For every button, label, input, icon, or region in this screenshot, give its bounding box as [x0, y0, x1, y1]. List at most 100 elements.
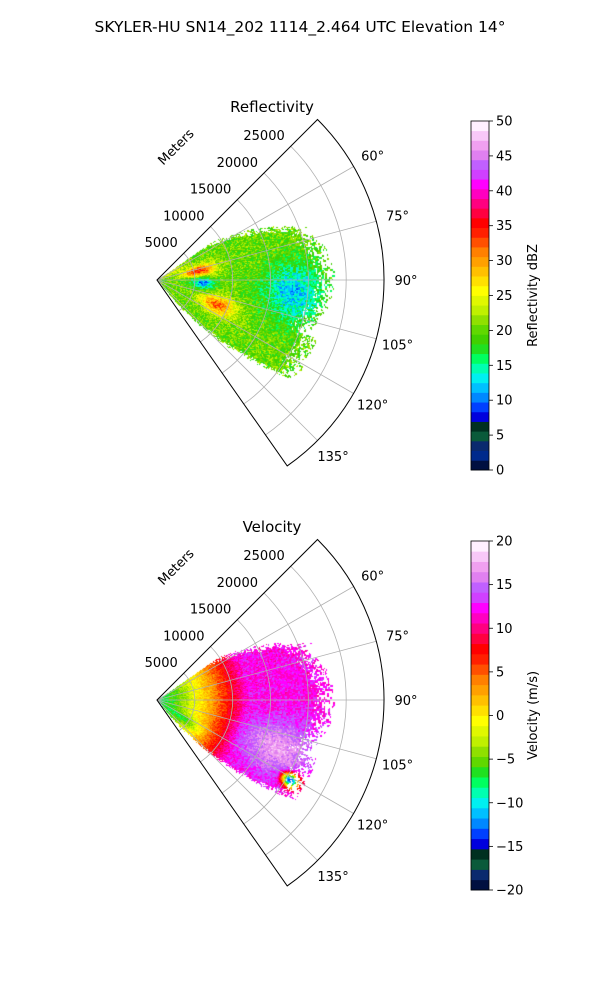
radial-grid-arc	[243, 592, 309, 825]
radial-tick-label: 10000	[163, 629, 204, 644]
colorbar-tick-label: 0	[496, 464, 504, 479]
colorbar-swatch	[471, 324, 489, 335]
radial-tick-label: 5000	[145, 236, 178, 251]
colorbar-swatch	[471, 295, 489, 306]
colorbar-swatch	[471, 266, 489, 277]
colorbar-tick-label: −10	[496, 796, 523, 811]
colorbar-swatch	[471, 705, 489, 716]
radial-tick-label: 25000	[243, 549, 284, 564]
radial-grid-arc	[178, 672, 196, 732]
reflectivity-panel: Reflectivity50001000015000200002500060°7…	[145, 50, 541, 510]
azimuth-grid-line	[156, 279, 377, 340]
colorbar-swatch	[471, 402, 489, 413]
colorbar-swatch	[471, 460, 489, 471]
colorbar-swatch	[471, 766, 489, 778]
azimuth-tick-label: 75°	[386, 210, 409, 225]
colorbar-swatch	[471, 828, 489, 840]
colorbar-swatch	[471, 256, 489, 267]
colorbar-swatch	[471, 130, 489, 141]
colorbar-swatch	[471, 343, 489, 355]
radial-grid-arc	[200, 646, 234, 763]
velocity-panel: Velocity50001000015000200002500060°75°90…	[145, 470, 541, 930]
radial-grid-arc	[178, 252, 196, 312]
colorbar-tick-label: 40	[496, 184, 513, 199]
colorbar-swatch	[471, 440, 489, 452]
azimuth-tick-label: 60°	[361, 570, 384, 585]
azimuth-tick-label: 90°	[394, 274, 417, 289]
colorbar-swatch	[471, 305, 489, 316]
colorbar-swatch	[471, 602, 489, 614]
colorbar-swatch	[471, 285, 489, 296]
colorbar-swatch	[471, 653, 489, 665]
colorbar-tick-label: −20	[496, 884, 523, 899]
sector-outline	[156, 118, 385, 467]
azimuth-grid-line	[156, 640, 377, 701]
colorbar-swatch	[471, 150, 489, 161]
colorbar-swatch	[471, 777, 489, 788]
colorbar-swatch	[471, 541, 489, 552]
colorbar-swatch	[471, 217, 489, 229]
colorbar-swatch	[471, 431, 489, 442]
azimuth-tick-label: 105°	[382, 338, 413, 353]
colorbar-swatch	[471, 582, 489, 593]
colorbar-swatch	[471, 838, 489, 850]
azimuth-grid-line	[156, 699, 318, 861]
figure-title: SKYLER-HU SN14_202 1114_2.464 UTC Elevat…	[95, 18, 506, 37]
azimuth-tick-label: 105°	[382, 758, 413, 773]
colorbar-tick-label: 5	[496, 429, 504, 444]
colorbar-tick-label: 20	[496, 324, 513, 339]
azimuth-tick-label: 75°	[386, 630, 409, 645]
radial-grid-arc	[265, 145, 347, 436]
colorbar-swatch	[471, 450, 489, 461]
colorbar-swatch	[471, 121, 489, 132]
colorbar-swatch	[471, 623, 489, 634]
azimuth-grid-line	[156, 279, 318, 441]
colorbar-tick-label: 35	[496, 219, 513, 234]
colorbar-swatch	[471, 746, 489, 757]
colorbar-tick-label: 50	[496, 115, 513, 130]
colorbar-swatch	[471, 879, 489, 891]
colorbar-tick-label: 30	[496, 254, 513, 269]
colorbar-swatch	[471, 561, 489, 573]
colorbar-swatch	[471, 198, 489, 209]
colorbar-swatch	[471, 848, 489, 860]
colorbar-tick-label: 5	[496, 665, 504, 680]
colorbar-tick-label: 20	[496, 535, 513, 550]
colorbar-tick-label: −15	[496, 840, 523, 855]
sector-outline	[156, 538, 385, 887]
colorbar-label: Reflectivity dBZ	[526, 244, 541, 347]
colorbar-swatch	[471, 797, 489, 809]
colorbar-swatch	[471, 373, 489, 384]
radial-tick-label: 25000	[243, 129, 284, 144]
colorbar-swatch	[471, 382, 489, 393]
colorbar-swatch	[471, 208, 489, 219]
colorbar-swatch	[471, 592, 489, 603]
colorbar-swatch	[471, 363, 489, 374]
azimuth-tick-label: 135°	[317, 870, 348, 885]
azimuth-grid-line	[156, 166, 354, 281]
colorbar-swatch	[471, 169, 489, 180]
colorbar-swatch	[471, 612, 489, 624]
colorbar-swatch	[471, 551, 489, 562]
radial-tick-label: 15000	[190, 183, 231, 198]
colorbar-swatch	[471, 411, 489, 422]
azimuth-grid-line	[156, 699, 354, 814]
colorbar-swatch	[471, 725, 489, 737]
radial-tick-label: 20000	[217, 156, 258, 171]
colorbar-tick-label: 45	[496, 149, 513, 164]
colorbar-swatch	[471, 643, 489, 655]
colorbar-swatch	[471, 571, 489, 583]
colorbar-swatch	[471, 353, 489, 364]
colorbar-swatch	[471, 334, 489, 345]
colorbar-tick-label: −5	[496, 753, 515, 768]
colorbar-swatch	[471, 421, 489, 432]
colorbar-swatch	[471, 694, 489, 706]
colorbar-swatch	[471, 276, 489, 287]
azimuth-tick-label: 120°	[357, 399, 388, 414]
radial-grid-arc	[221, 619, 271, 794]
colorbar-tick-label: 15	[496, 359, 513, 374]
colorbar-swatch	[471, 818, 489, 829]
colorbar-swatch	[471, 247, 489, 258]
colorbar-tick-label: 10	[496, 622, 513, 637]
azimuth-tick-label: 135°	[317, 450, 348, 465]
